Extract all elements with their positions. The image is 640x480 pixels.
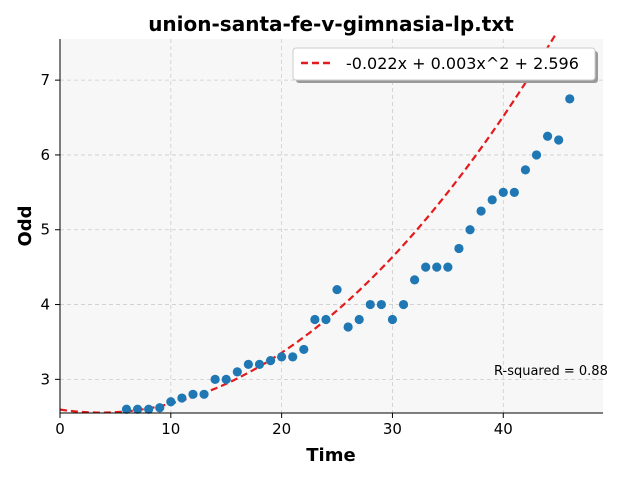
data-point <box>332 284 342 295</box>
data-point <box>398 299 409 310</box>
data-point <box>321 314 331 325</box>
data-point <box>155 403 165 413</box>
points-layer <box>121 94 575 414</box>
chart-title: union-santa-fe-v-gimnasia-lp.txt <box>148 12 514 36</box>
data-point <box>343 322 353 332</box>
plot-area <box>60 39 603 413</box>
data-point <box>476 206 486 216</box>
data-point <box>144 404 154 414</box>
data-point <box>410 275 420 285</box>
grid <box>60 39 603 413</box>
data-point <box>554 135 564 145</box>
data-point <box>498 187 508 197</box>
data-point <box>531 150 542 160</box>
y-tick-label: 3 <box>40 370 50 388</box>
x-tick-label: 10 <box>161 420 180 438</box>
legend-fit-label: -0.022x + 0.003x^2 + 2.596 <box>346 54 579 73</box>
data-point <box>232 367 242 377</box>
data-point <box>421 262 431 272</box>
data-point <box>177 393 187 403</box>
data-point <box>221 374 231 384</box>
legend: -0.022x + 0.003x^2 + 2.596 <box>292 47 598 83</box>
data-point <box>199 389 209 399</box>
data-point <box>277 352 287 362</box>
data-point <box>254 359 265 369</box>
x-tick-label: 40 <box>494 420 513 438</box>
data-point <box>166 397 176 407</box>
x-tick-label: 0 <box>55 420 65 438</box>
y-tick-label: 5 <box>40 221 50 239</box>
y-tick-label: 4 <box>40 296 50 314</box>
data-point <box>365 299 375 310</box>
data-point <box>376 299 386 310</box>
data-point <box>265 356 276 366</box>
axes <box>59 39 603 414</box>
data-point <box>487 195 497 205</box>
data-point <box>132 404 143 414</box>
data-point <box>520 165 531 175</box>
x-tick-label: 30 <box>383 420 402 438</box>
x-axis-label: Time <box>306 445 355 466</box>
data-point <box>354 314 364 325</box>
ticks: 0 10 20 30 40 3 4 5 6 7 <box>40 71 512 438</box>
x-tick-label: 20 <box>272 420 291 438</box>
data-point <box>542 131 553 141</box>
y-tick-label: 7 <box>40 71 50 89</box>
r-squared-annotation: R-squared = 0.88 <box>494 364 608 379</box>
y-tick-label: 6 <box>40 146 50 164</box>
data-point <box>465 225 475 235</box>
data-point <box>299 344 309 355</box>
data-point <box>310 314 320 325</box>
data-point <box>454 243 464 254</box>
y-axis-label: Odd <box>15 205 36 246</box>
data-point <box>243 359 253 369</box>
data-point <box>288 352 298 362</box>
data-point <box>509 187 519 197</box>
legend-box <box>292 47 596 81</box>
data-point <box>443 262 453 272</box>
data-point <box>188 389 198 399</box>
data-point <box>387 314 398 325</box>
data-point <box>121 404 132 414</box>
data-point <box>210 374 220 384</box>
data-point <box>565 94 575 104</box>
data-point <box>432 262 442 272</box>
